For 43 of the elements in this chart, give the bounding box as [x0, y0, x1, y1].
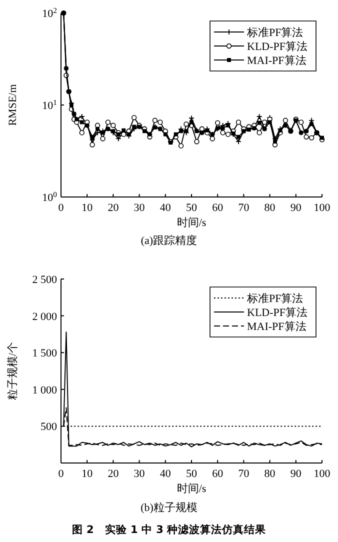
- x-tick-label: 70: [238, 202, 250, 214]
- x-tick-label: 30: [134, 468, 146, 480]
- x-tick-label: 80: [264, 468, 276, 480]
- y-axis-title: 粒子规模/个: [7, 342, 19, 400]
- y-tick-label: 500: [40, 421, 58, 434]
- x-tick-label: 60: [212, 468, 224, 480]
- x-tick-label: 0: [58, 468, 64, 480]
- y-tick-label: 1 500: [32, 348, 58, 360]
- x-tick-label: 100: [314, 202, 331, 214]
- x-tick-label: 60: [212, 202, 224, 214]
- x-tick-label: 10: [82, 202, 94, 214]
- x-tick-label: 70: [238, 468, 250, 480]
- x-tick-label: 0: [58, 202, 64, 214]
- x-tick-label: 40: [160, 468, 172, 480]
- x-tick-label: 50: [186, 468, 198, 480]
- y-tick-label: 2 500: [32, 274, 58, 286]
- x-tick-label: 50: [186, 202, 198, 214]
- x-tick-label: 90: [290, 202, 302, 214]
- text: (b)粒子规模: [140, 502, 198, 514]
- y-tick-label: 10$^{1}$: [42, 98, 58, 112]
- x-tick-label: 20: [108, 202, 120, 214]
- legend-label: KLD-PF算法: [247, 40, 308, 53]
- x-tick-label: 20: [108, 468, 120, 480]
- y-tick-label: 10$^{0}$: [42, 190, 58, 204]
- y-tick-label: 10$^{2}$: [42, 6, 58, 20]
- x-tick-label: 90: [290, 468, 302, 480]
- legend-label: MAI-PF算法: [247, 54, 306, 67]
- y-tick-label: 2 000: [32, 310, 58, 323]
- legend-label: MAI-PF算法: [247, 320, 306, 333]
- x-tick-label: 30: [134, 202, 146, 214]
- x-tick-label: 100: [314, 468, 331, 480]
- caption: 图 2 实验 1 中 3 种滤波算法仿真结果: [72, 523, 268, 536]
- legend-label: KLD-PF算法: [247, 306, 308, 319]
- x-axis-title: 时间/s: [176, 216, 206, 229]
- x-axis-title: 时间/s: [176, 482, 206, 495]
- text: (a)跟踪精度: [140, 234, 198, 247]
- x-tick-label: 80: [264, 202, 276, 214]
- x-tick-label: 40: [160, 202, 172, 214]
- legend-label: 标准PF算法: [246, 26, 304, 39]
- x-tick-label: 10: [82, 468, 94, 480]
- legend-label: 标准PF算法: [246, 292, 304, 305]
- y-axis-title: RMSE/m: [7, 84, 19, 126]
- y-tick-label: 1 000: [32, 384, 58, 396]
